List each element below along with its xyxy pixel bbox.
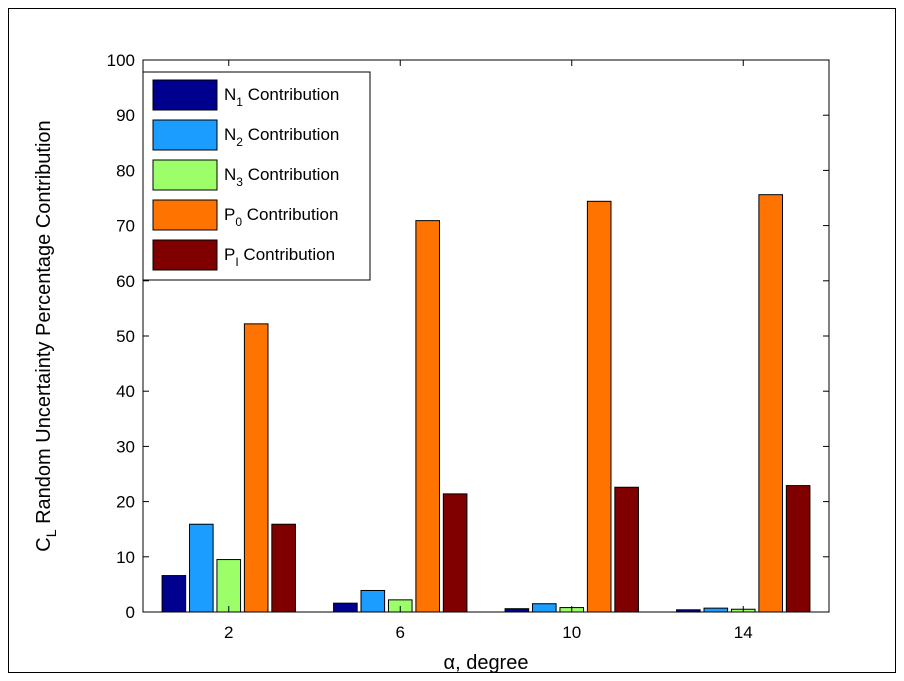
y-tick-label: 90 <box>116 106 135 125</box>
legend-label: PI Contribution <box>224 245 335 269</box>
x-tick-label: 10 <box>562 623 581 642</box>
y-tick-label: 50 <box>116 327 135 346</box>
legend-label: N1 Contribution <box>224 85 339 109</box>
y-axis-ticks: 0 10 20 30 40 50 60 70 80 90 100 <box>107 51 829 622</box>
bar-5-10 <box>614 486 639 613</box>
legend-label: P0 Contribution <box>224 205 338 229</box>
y-axis-label: CL Random Uncertainty Percentage Contrib… <box>33 120 59 551</box>
bar-4-10 <box>586 200 612 613</box>
bar-5-6 <box>442 493 468 613</box>
x-axis-label: α, degree <box>444 652 529 674</box>
bar-3-2 <box>216 559 242 613</box>
bar-4-2 <box>243 323 269 613</box>
bar-2-6 <box>360 589 386 613</box>
legend-swatch <box>152 159 218 191</box>
legend-swatch <box>152 79 218 111</box>
bar-2-2 <box>189 523 214 613</box>
x-tick-label: 6 <box>396 623 405 642</box>
bar-2-14 <box>703 607 729 613</box>
y-tick-label: 0 <box>126 603 135 622</box>
bar-5-2 <box>271 523 296 613</box>
bar-4-14 <box>758 194 783 613</box>
y-tick-label: 80 <box>116 161 135 180</box>
x-axis-ticks: 2 6 10 14 <box>224 60 753 642</box>
bars-group <box>161 194 811 613</box>
legend-label: N3 Contribution <box>224 165 339 189</box>
legend: N1 Contribution N2 Contribution N3 Contrib… <box>142 71 371 281</box>
legend-label: N2 Contribution <box>224 125 339 149</box>
bar-1-6 <box>333 602 358 613</box>
y-tick-label: 10 <box>116 548 135 567</box>
bar-2-10 <box>532 603 557 613</box>
x-tick-label: 14 <box>734 623 753 642</box>
y-tick-label: 100 <box>107 51 135 70</box>
bar-1-2 <box>161 575 187 613</box>
y-tick-label: 60 <box>116 272 135 291</box>
y-tick-label: 70 <box>116 217 135 236</box>
bar-5-14 <box>785 485 811 613</box>
legend-swatch <box>152 119 218 151</box>
y-tick-label: 20 <box>116 493 135 512</box>
legend-swatch <box>152 239 218 271</box>
x-tick-label: 2 <box>224 623 233 642</box>
bar-4-6 <box>415 220 440 613</box>
legend-swatch <box>152 199 218 231</box>
y-tick-label: 30 <box>116 437 135 456</box>
y-tick-label: 40 <box>116 382 135 401</box>
